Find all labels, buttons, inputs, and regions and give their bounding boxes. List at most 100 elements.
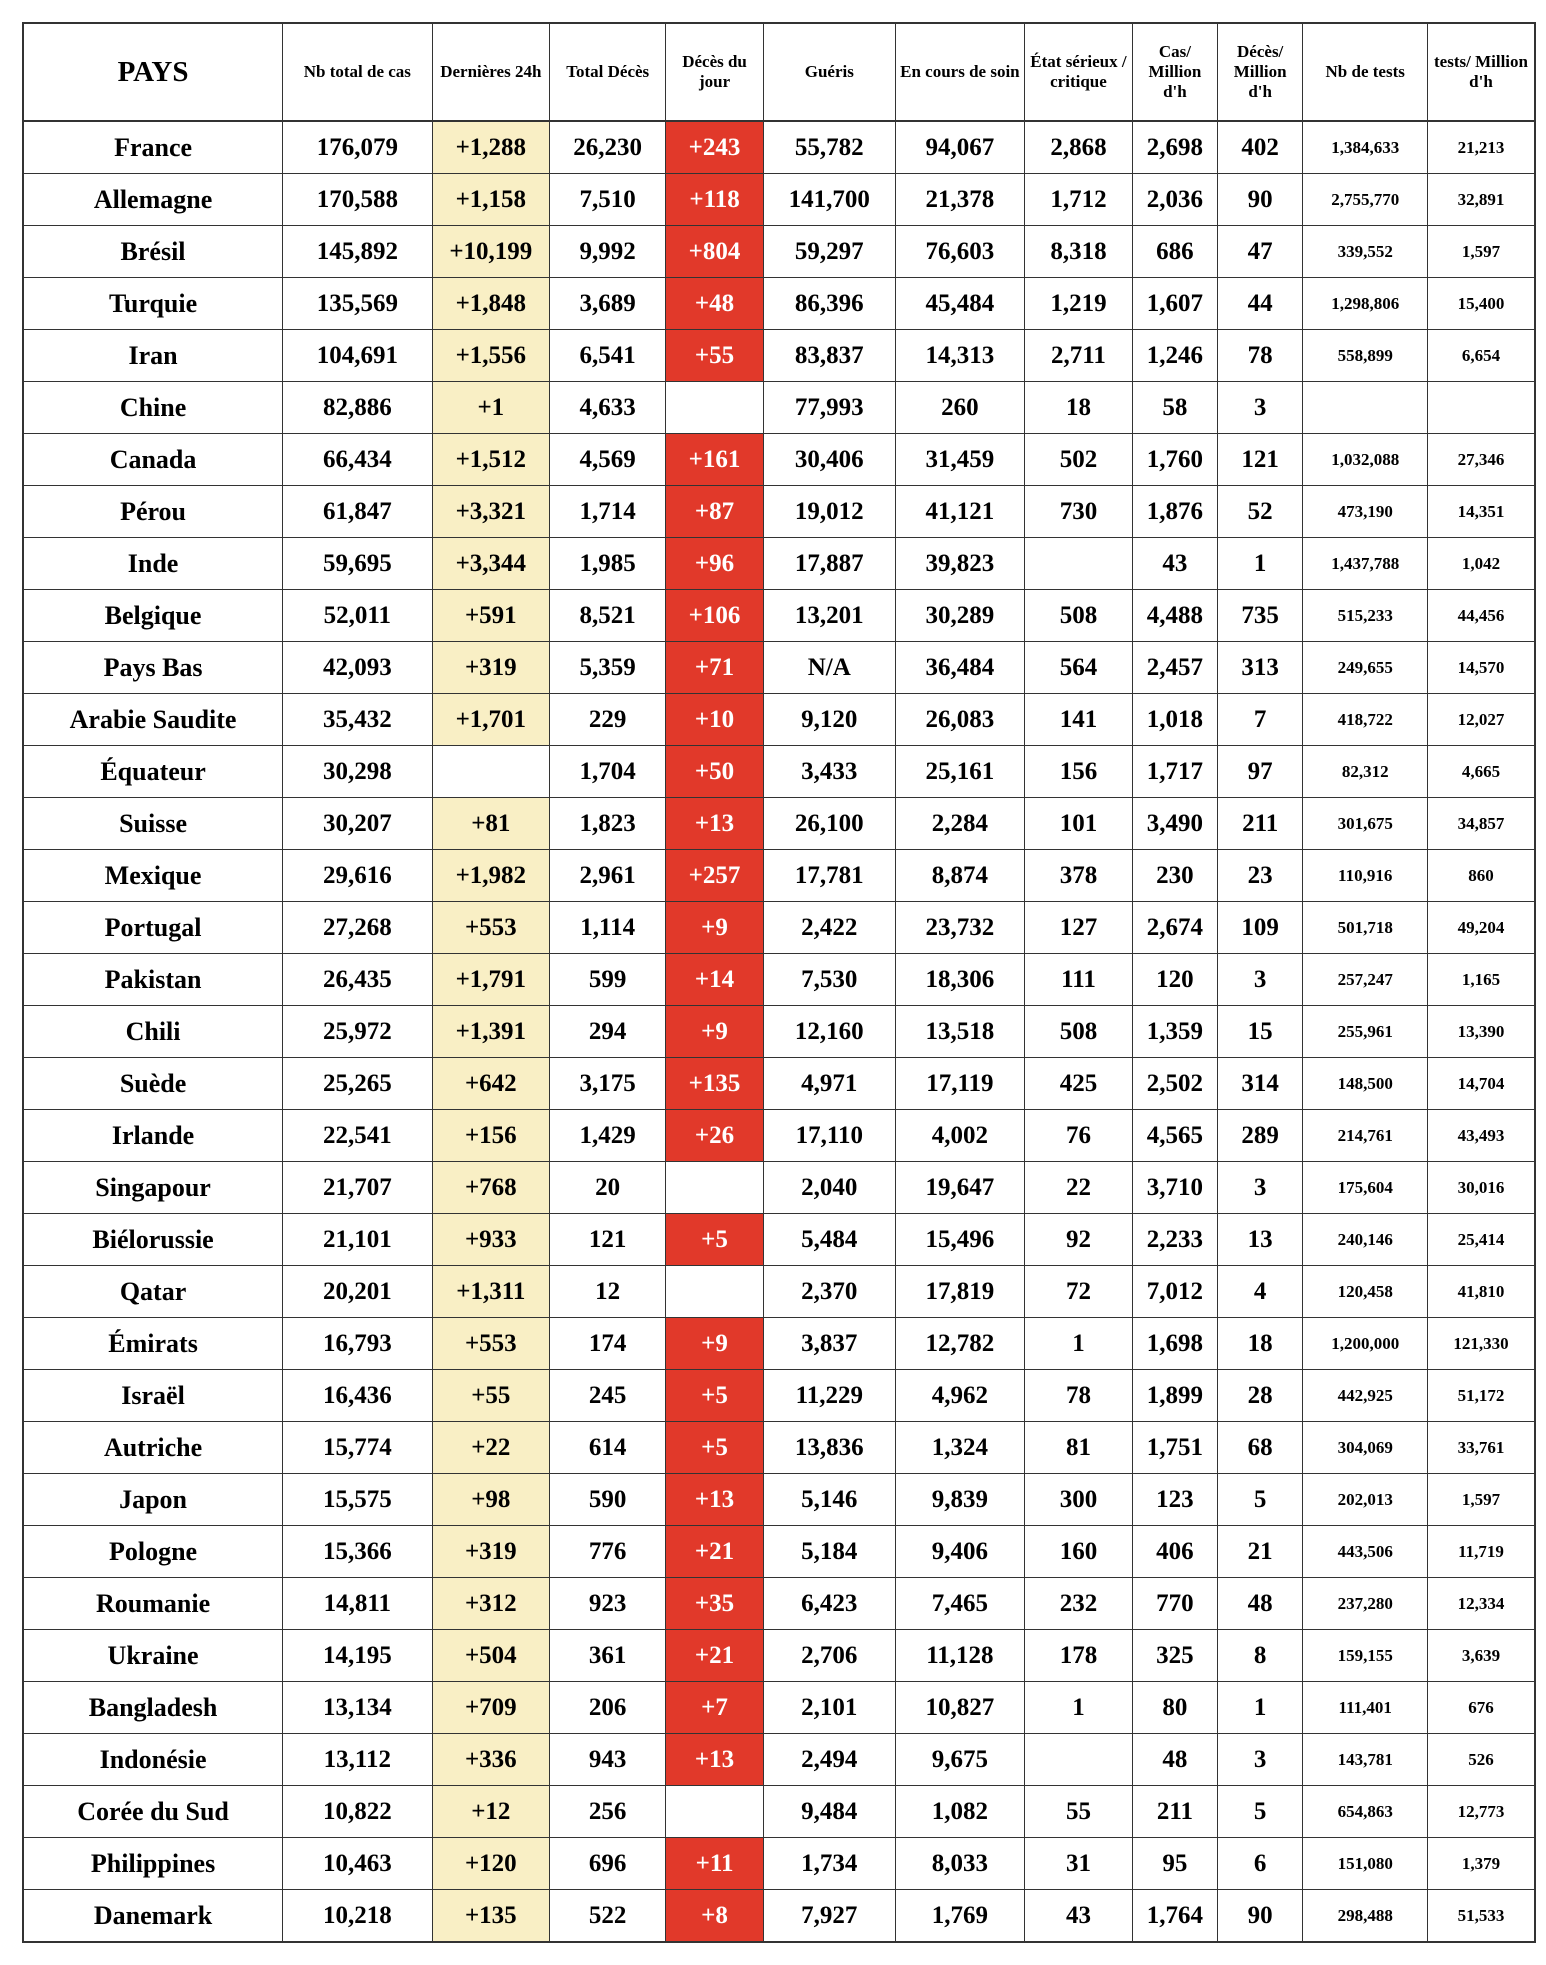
value-cell: 590 [549, 1473, 667, 1526]
value-cell: 17,887 [762, 537, 896, 590]
value-cell: 7,465 [894, 1577, 1025, 1630]
value-cell: +55 [665, 329, 764, 382]
value-cell: 7,927 [762, 1889, 896, 1943]
value-cell: +35 [665, 1577, 764, 1630]
value-cell: +642 [431, 1057, 551, 1110]
table-row: Japon 15,575 +98 590 +13 5,146 9,839 300 123 5 202… [22, 1473, 1536, 1526]
value-cell: 6 [1216, 1837, 1304, 1890]
value-cell: 12,773 [1426, 1785, 1536, 1838]
value-cell: 78 [1216, 329, 1304, 382]
value-cell: 143,781 [1302, 1733, 1428, 1786]
value-cell: 502 [1023, 433, 1133, 486]
value-cell: 14,811 [282, 1577, 433, 1630]
country-cell: Inde [22, 537, 284, 590]
value-cell: 27,346 [1426, 433, 1536, 486]
table-row: Canada 66,434 +1,512 4,569 +161 30,406 31,459 5… [22, 433, 1536, 486]
value-cell: 564 [1023, 641, 1133, 694]
value-cell: 26,435 [282, 953, 433, 1006]
value-cell: 26,230 [549, 120, 667, 174]
table-row: Philippines 10,463 +120 696 +11 1,734 8,033 31 9… [22, 1837, 1536, 1890]
value-cell: 1,823 [549, 797, 667, 850]
value-cell: 26,083 [894, 693, 1025, 746]
value-cell: 4,633 [549, 381, 667, 434]
value-cell: 13 [1216, 1213, 1304, 1266]
value-cell: +87 [665, 485, 764, 538]
value-cell: 1,437,788 [1302, 537, 1428, 590]
table-row: Corée du Sud 10,822 +12 256 9,484 1,082 55 211 5… [22, 1785, 1536, 1838]
value-cell: 175,604 [1302, 1161, 1428, 1214]
value-cell: 76,603 [894, 225, 1025, 278]
table-row: Irlande 22,541 +156 1,429 +26 17,110 4,002 76 4,… [22, 1109, 1536, 1162]
value-cell: 15,496 [894, 1213, 1025, 1266]
value-cell [1023, 537, 1133, 590]
value-cell: 4,565 [1131, 1109, 1218, 1162]
value-cell: 1 [1216, 537, 1304, 590]
column-header: Cas/ Million d'h [1131, 22, 1218, 122]
value-cell: 923 [549, 1577, 667, 1630]
value-cell: 15,400 [1426, 277, 1536, 330]
table-row: Autriche 15,774 +22 614 +5 13,836 1,324 81 1,751… [22, 1421, 1536, 1474]
column-header: Nb de tests [1302, 22, 1428, 122]
value-cell: 6,654 [1426, 329, 1536, 382]
country-cell: Suède [22, 1057, 284, 1110]
value-cell: +5 [665, 1213, 764, 1266]
value-cell: 10,463 [282, 1837, 433, 1890]
value-cell: 121,330 [1426, 1317, 1536, 1370]
value-cell: +135 [431, 1889, 551, 1943]
value-cell: 44 [1216, 277, 1304, 330]
value-cell: +933 [431, 1213, 551, 1266]
value-cell: 2,494 [762, 1733, 896, 1786]
value-cell: 1,042 [1426, 537, 1536, 590]
country-cell: Portugal [22, 901, 284, 954]
value-cell: 23,732 [894, 901, 1025, 954]
value-cell: 1,760 [1131, 433, 1218, 486]
value-cell: 14,195 [282, 1629, 433, 1682]
table-row: Belgique 52,011 +591 8,521 +106 13,201 30,289 5… [22, 589, 1536, 642]
value-cell: +5 [665, 1369, 764, 1422]
value-cell: 82,886 [282, 381, 433, 434]
country-cell: Roumanie [22, 1577, 284, 1630]
value-cell: 211 [1131, 1785, 1218, 1838]
value-cell: 51,533 [1426, 1889, 1536, 1943]
covid-stats-table: PAYS Nb total de cas Dernières 24h Total Dé… [22, 22, 1536, 1943]
value-cell: 25,161 [894, 745, 1025, 798]
value-cell: 82,312 [1302, 745, 1428, 798]
country-cell: Corée du Sud [22, 1785, 284, 1838]
country-cell: Brésil [22, 225, 284, 278]
value-cell: 1 [1216, 1681, 1304, 1734]
value-cell: 17,119 [894, 1057, 1025, 1110]
column-header: Décès du jour [665, 22, 764, 122]
value-cell: 151,080 [1302, 1837, 1428, 1890]
value-cell: 52 [1216, 485, 1304, 538]
value-cell: +21 [665, 1525, 764, 1578]
value-cell: 14,313 [894, 329, 1025, 382]
value-cell: 3 [1216, 1733, 1304, 1786]
table-row: Arabie Saudite 35,432 +1,701 229 +10 9,120 26,… [22, 693, 1536, 746]
value-cell: 443,506 [1302, 1525, 1428, 1578]
value-cell: 257,247 [1302, 953, 1428, 1006]
country-cell: Arabie Saudite [22, 693, 284, 746]
value-cell: +504 [431, 1629, 551, 1682]
value-cell: 240,146 [1302, 1213, 1428, 1266]
value-cell: 174 [549, 1317, 667, 1370]
value-cell: 13,836 [762, 1421, 896, 1474]
column-header: Décès/ Million d'h [1216, 22, 1304, 122]
value-cell: 2,868 [1023, 120, 1133, 174]
value-cell [665, 1265, 764, 1318]
table-row: Émirats 16,793 +553 174 +9 3,837 12,782 1 1,698 1… [22, 1317, 1536, 1370]
value-cell: 39,823 [894, 537, 1025, 590]
value-cell: 9,992 [549, 225, 667, 278]
column-header: Nb total de cas [282, 22, 433, 122]
value-cell: +336 [431, 1733, 551, 1786]
table-row: Inde 59,695 +3,344 1,985 +96 17,887 39,823 43 1 1… [22, 537, 1536, 590]
value-cell: 245 [549, 1369, 667, 1422]
value-cell: 473,190 [1302, 485, 1428, 538]
value-cell: 943 [549, 1733, 667, 1786]
table-row: Turquie 135,569 +1,848 3,689 +48 86,396 45,484… [22, 277, 1536, 330]
value-cell: 5 [1216, 1473, 1304, 1526]
value-cell: +98 [431, 1473, 551, 1526]
value-cell: 1,032,088 [1302, 433, 1428, 486]
value-cell: 13,518 [894, 1005, 1025, 1058]
value-cell: +257 [665, 849, 764, 902]
value-cell: 2,755,770 [1302, 173, 1428, 226]
